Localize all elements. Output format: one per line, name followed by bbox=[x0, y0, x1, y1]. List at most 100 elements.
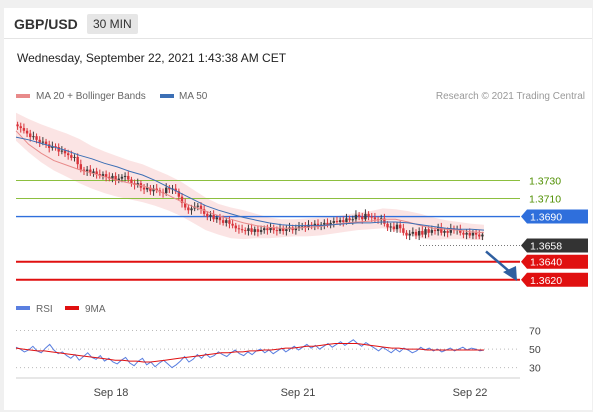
candle-body bbox=[433, 230, 437, 232]
candle-body bbox=[414, 231, 418, 236]
x-tick-label: Sep 22 bbox=[453, 387, 488, 399]
candle-body bbox=[177, 191, 181, 197]
candle-body bbox=[297, 226, 301, 229]
candle-body bbox=[335, 221, 339, 223]
rsi-ma-legend-label: 9MA bbox=[85, 304, 106, 315]
candle-body bbox=[421, 231, 424, 235]
candle-body bbox=[231, 223, 234, 226]
candle-body bbox=[266, 228, 269, 231]
candle-body bbox=[304, 225, 307, 228]
candle-body bbox=[38, 139, 41, 143]
candle-body bbox=[370, 216, 373, 218]
timestamp: Wednesday, September 22, 2021 1:43:38 AM… bbox=[17, 51, 287, 65]
candle-body bbox=[240, 229, 244, 231]
candle-body bbox=[73, 156, 76, 158]
candle-body bbox=[411, 231, 415, 234]
candle-body bbox=[92, 171, 95, 174]
chart-card: GBP/USD 30 MIN Wednesday, September 22, … bbox=[4, 8, 592, 410]
level-label: 1.3620 bbox=[530, 275, 562, 287]
x-tick-label: Sep 21 bbox=[281, 387, 316, 399]
candle-body bbox=[389, 226, 392, 228]
candle-body bbox=[225, 220, 228, 223]
candle-body bbox=[155, 188, 158, 191]
ma50-legend-label: MA 50 bbox=[179, 91, 208, 102]
candle-body bbox=[263, 228, 266, 231]
level-label: 1.3640 bbox=[530, 257, 562, 269]
candle-body bbox=[361, 216, 364, 220]
candle-body bbox=[386, 223, 389, 228]
rsi-legend: RSI 9MA bbox=[16, 304, 106, 315]
candle-body bbox=[85, 169, 89, 172]
candle-body bbox=[424, 229, 427, 235]
candle-body bbox=[338, 220, 342, 222]
candle-body bbox=[44, 141, 48, 145]
ma20-line bbox=[15, 130, 485, 234]
candle-body bbox=[57, 147, 60, 152]
candle-body bbox=[383, 218, 386, 224]
candle-body bbox=[462, 232, 465, 235]
candle-body bbox=[54, 146, 57, 148]
candle-body bbox=[326, 222, 329, 225]
rsi-tick-label: 50 bbox=[529, 344, 541, 356]
candle-body bbox=[471, 232, 475, 236]
research-credit: Research © 2021 Trading Central bbox=[436, 91, 585, 102]
rsi-ma-line bbox=[15, 343, 484, 363]
level-label: 1.3658 bbox=[530, 240, 562, 252]
rsi-legend-swatch bbox=[16, 306, 30, 310]
ma20-legend-label: MA 20 + Bollinger Bands bbox=[36, 91, 146, 102]
level-tag bbox=[521, 238, 588, 253]
candle-body bbox=[89, 169, 92, 174]
candle-body bbox=[120, 176, 124, 179]
candle-body bbox=[399, 224, 402, 229]
candle-body bbox=[354, 214, 358, 220]
candle-body bbox=[206, 213, 209, 217]
candle-body bbox=[348, 218, 351, 221]
bollinger-bands bbox=[16, 112, 484, 240]
rsi-legend-label: RSI bbox=[36, 304, 53, 315]
candle-body bbox=[465, 232, 468, 235]
candle-body bbox=[41, 141, 45, 143]
candle-body bbox=[329, 222, 332, 225]
candle-body bbox=[111, 175, 114, 179]
timeframe-badge[interactable]: 30 MIN bbox=[87, 14, 138, 34]
candle-body bbox=[250, 228, 253, 232]
candle-body bbox=[95, 171, 98, 175]
candle-body bbox=[19, 126, 22, 129]
candle-body bbox=[364, 213, 367, 220]
candle-body bbox=[123, 175, 127, 177]
candle-body bbox=[275, 230, 279, 232]
candle-body bbox=[278, 228, 282, 232]
candle-body bbox=[190, 208, 193, 211]
candle-body bbox=[60, 150, 64, 152]
candle-body bbox=[165, 187, 168, 194]
candle-body bbox=[294, 228, 298, 231]
chart-header: GBP/USD 30 MIN bbox=[4, 8, 592, 39]
candle-body bbox=[174, 188, 177, 192]
candle-body bbox=[152, 188, 155, 192]
candle-body bbox=[234, 225, 237, 229]
candle-body bbox=[253, 229, 256, 232]
candle-body bbox=[101, 174, 105, 176]
candle-body bbox=[351, 219, 354, 221]
candle-body bbox=[218, 217, 222, 221]
candle-body bbox=[228, 220, 231, 224]
candle-body bbox=[313, 223, 317, 226]
rsi-line bbox=[15, 339, 485, 369]
candle-body bbox=[282, 228, 285, 232]
candle-body bbox=[468, 232, 471, 236]
candle-body bbox=[114, 175, 117, 181]
candle-body bbox=[187, 207, 190, 211]
candle-body bbox=[408, 233, 411, 236]
candle-body bbox=[149, 187, 152, 192]
candle-body bbox=[405, 232, 408, 236]
rsi-tick-label: 30 bbox=[529, 363, 541, 375]
candle-body bbox=[402, 228, 405, 233]
candle-body bbox=[481, 234, 484, 237]
candle-body bbox=[35, 136, 38, 140]
candle-body bbox=[440, 227, 443, 233]
candle-body bbox=[269, 227, 272, 231]
candle-body bbox=[345, 218, 348, 222]
candle-body bbox=[459, 229, 462, 233]
price-levels bbox=[16, 179, 520, 281]
candle-body bbox=[146, 187, 149, 190]
